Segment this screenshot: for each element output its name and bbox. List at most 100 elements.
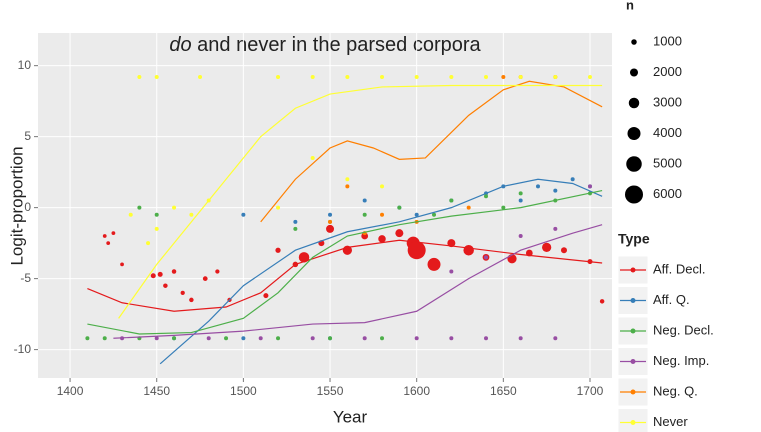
y-tick-label: 5 xyxy=(24,129,31,143)
point xyxy=(518,75,523,80)
point xyxy=(180,290,185,295)
legend-key-dot xyxy=(630,328,636,334)
legend-key-dot xyxy=(630,359,636,364)
y-tick-label: -5 xyxy=(20,271,31,285)
smooth-line xyxy=(260,80,603,223)
point xyxy=(310,155,315,160)
point xyxy=(310,336,315,341)
point xyxy=(137,205,142,210)
point xyxy=(310,75,315,80)
point xyxy=(587,75,592,80)
plot-panel xyxy=(38,33,612,378)
point xyxy=(427,257,441,271)
point xyxy=(293,226,298,231)
point xyxy=(85,336,90,341)
smooth-line xyxy=(87,190,603,335)
size-legend-key xyxy=(628,97,640,109)
point xyxy=(154,212,159,217)
legend-key-dot xyxy=(630,298,636,303)
x-axis-label: Year xyxy=(333,407,368,426)
legend-key-dot xyxy=(630,267,636,273)
point xyxy=(154,336,159,341)
legend-key-dot xyxy=(630,420,636,425)
y-tick-label: 0 xyxy=(24,200,31,214)
point xyxy=(128,212,133,217)
point xyxy=(111,231,116,236)
point xyxy=(518,191,523,196)
point xyxy=(241,212,246,217)
point xyxy=(553,226,558,231)
point xyxy=(189,297,194,303)
size-legend-key xyxy=(626,156,642,172)
point xyxy=(414,336,419,341)
legend-label: Aff. Q. xyxy=(653,292,690,307)
point xyxy=(553,75,558,80)
point xyxy=(449,269,454,274)
point xyxy=(553,188,558,193)
point xyxy=(449,198,454,203)
point xyxy=(154,75,159,80)
point xyxy=(414,212,419,217)
point xyxy=(466,205,471,210)
point xyxy=(518,198,523,203)
point xyxy=(206,336,211,341)
x-tick-label: 1500 xyxy=(230,384,257,398)
smooth-line xyxy=(159,178,603,365)
x-tick-label: 1550 xyxy=(317,384,344,398)
x-tick-label: 1400 xyxy=(57,384,84,398)
point xyxy=(484,194,489,199)
point xyxy=(362,336,367,341)
point xyxy=(380,184,385,189)
point xyxy=(553,336,558,341)
size-legend-label: 4000 xyxy=(653,125,682,140)
legend-label: Neg. Imp. xyxy=(653,353,709,368)
point xyxy=(432,212,437,217)
title-italic: do xyxy=(169,34,191,56)
x-tick-label: 1450 xyxy=(143,384,170,398)
legend-key-dot xyxy=(630,389,636,395)
legend-title: Type xyxy=(618,231,650,247)
point xyxy=(397,205,402,210)
point xyxy=(263,293,269,299)
point xyxy=(276,75,281,80)
point xyxy=(276,336,281,341)
point xyxy=(518,234,523,239)
point xyxy=(298,252,310,263)
point xyxy=(447,239,456,248)
legend-label: Neg. Q. xyxy=(653,383,698,398)
point xyxy=(501,205,506,210)
size-legend-label: 5000 xyxy=(653,155,682,170)
y-axis-label: Logit-proportion xyxy=(7,146,26,265)
point xyxy=(345,184,350,189)
point xyxy=(345,75,350,80)
point xyxy=(198,75,203,80)
point xyxy=(137,75,142,80)
size-legend-label: 1000 xyxy=(653,33,682,48)
legend-label: Never xyxy=(653,414,688,429)
smooth-line xyxy=(118,84,603,319)
title-rest: and never in the parsed corpora xyxy=(197,34,481,56)
point xyxy=(463,244,474,256)
point xyxy=(102,336,107,341)
point xyxy=(535,184,540,189)
point xyxy=(326,224,335,233)
point xyxy=(587,184,592,189)
point xyxy=(345,177,350,182)
point xyxy=(361,232,369,240)
point xyxy=(570,177,575,182)
point xyxy=(484,75,489,80)
chart-title: do and never in the parsed corpora xyxy=(169,34,481,56)
point xyxy=(501,75,506,80)
point xyxy=(407,241,426,260)
point xyxy=(215,269,220,274)
legend-label: Neg. Decl. xyxy=(653,322,714,337)
point xyxy=(328,219,333,224)
point xyxy=(106,241,111,245)
size-legend-key xyxy=(630,68,638,77)
point xyxy=(380,75,385,80)
point xyxy=(484,255,489,260)
point xyxy=(150,273,156,279)
point xyxy=(378,235,386,243)
point xyxy=(172,336,177,341)
